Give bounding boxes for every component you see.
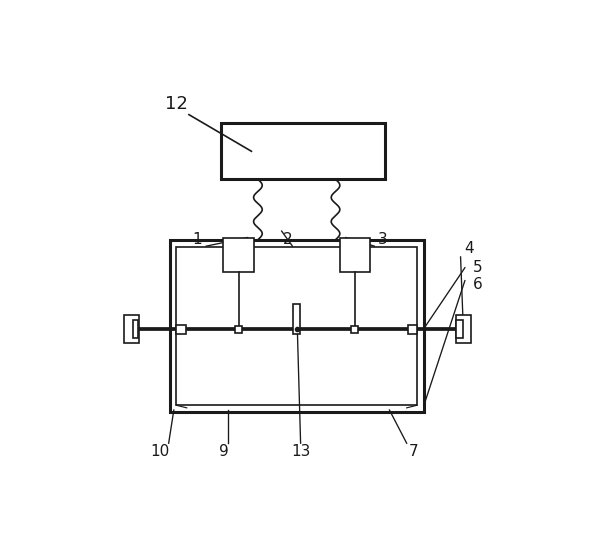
Text: 6: 6 (473, 277, 482, 292)
Bar (352, 326, 358, 333)
Text: 5: 5 (473, 260, 482, 275)
Text: 1: 1 (193, 232, 202, 247)
Text: 10: 10 (151, 444, 170, 459)
Bar (133, 320, 138, 338)
Bar (293, 304, 300, 334)
Bar (176, 246, 417, 405)
Text: 12: 12 (164, 95, 187, 113)
Bar (456, 315, 472, 343)
Bar (223, 237, 254, 272)
Bar (124, 315, 139, 343)
Text: 4: 4 (464, 241, 474, 256)
Text: 7: 7 (409, 444, 418, 459)
Bar (221, 123, 385, 179)
Bar (170, 240, 424, 412)
Text: 2: 2 (283, 232, 293, 247)
Bar (456, 320, 463, 338)
Bar (176, 325, 186, 334)
Text: 13: 13 (291, 444, 310, 459)
Text: 3: 3 (378, 232, 388, 247)
Bar (407, 325, 417, 334)
Bar (235, 326, 242, 333)
Text: 9: 9 (218, 444, 228, 459)
Bar (340, 237, 370, 272)
